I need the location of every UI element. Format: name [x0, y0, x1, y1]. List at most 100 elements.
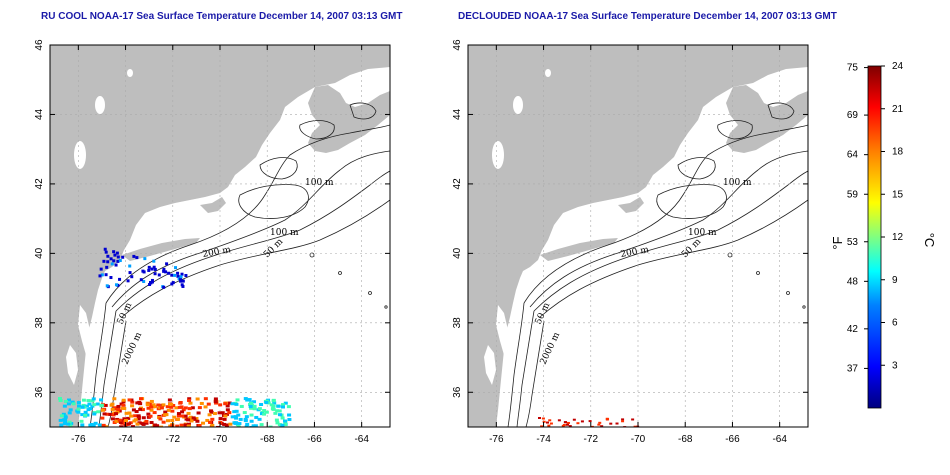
sst-pixel: [139, 278, 143, 282]
sst-pixel: [176, 412, 181, 416]
sst-pixel: [280, 423, 285, 427]
sst-pixel: [99, 404, 104, 408]
sst-pixel: [109, 276, 113, 280]
sst-pixel: [130, 404, 135, 408]
sst-pixel: [188, 401, 193, 405]
lon-tick-label: -70: [631, 434, 646, 445]
sst-pixel: [146, 412, 151, 416]
sst-pixel: [149, 408, 154, 412]
sst-pixel: [118, 259, 122, 263]
sst-pixel: [174, 266, 178, 270]
sst-pixel: [242, 411, 247, 415]
sst-pixel: [187, 407, 192, 411]
sst-pixel: [237, 422, 242, 426]
lat-tick-label: 40: [34, 247, 45, 259]
sst-pixel: [540, 425, 544, 427]
lon-tick-label: -74: [536, 434, 551, 445]
lon-tick-label: -66: [307, 434, 322, 445]
sst-pixel: [271, 399, 276, 403]
sst-pixel: [252, 407, 257, 411]
sst-pixel: [92, 412, 97, 416]
sst-pixel: [280, 416, 285, 420]
sst-pixel: [83, 410, 88, 414]
sst-pixel: [609, 422, 613, 425]
sst-pixel: [81, 398, 86, 402]
sst-pixel: [105, 284, 109, 288]
celsius-tick-label: 21: [892, 104, 904, 115]
sst-pixel: [121, 400, 126, 404]
sst-pixel: [210, 423, 215, 427]
sst-pixel: [277, 413, 282, 417]
fahrenheit-unit-label: °F: [830, 236, 845, 249]
sst-pixel: [100, 273, 104, 277]
sst-pixel: [178, 277, 182, 281]
sst-pixel: [132, 254, 136, 258]
sst-pixel: [165, 419, 170, 423]
lat-tick-label: 42: [452, 178, 463, 190]
sst-pixel: [113, 253, 117, 257]
sst-pixel: [615, 422, 619, 425]
sst-pixel: [68, 424, 73, 427]
sst-pixel: [63, 420, 68, 424]
celsius-tick-label: 24: [892, 61, 904, 72]
sst-pixel: [252, 404, 257, 408]
sst-pixel: [147, 265, 151, 269]
sst-pixel: [138, 397, 143, 401]
lon-tick-label: -76: [489, 434, 504, 445]
sst-pixel: [254, 415, 259, 419]
sst-pixel: [249, 419, 254, 423]
sst-pixel: [152, 411, 157, 415]
sst-pixel: [159, 406, 164, 410]
sst-pixel: [135, 401, 140, 405]
sst-pixel: [86, 399, 91, 403]
sst-pixel: [264, 410, 269, 414]
sst-pixel: [115, 417, 120, 421]
sst-pixel: [130, 425, 135, 427]
sst-pixel: [230, 415, 235, 419]
sst-pixel: [633, 425, 637, 427]
sst-pixel: [123, 418, 128, 422]
sst-pixel: [153, 267, 157, 271]
sst-pixel: [181, 279, 185, 283]
sst-pixel: [178, 401, 183, 405]
sst-pixel: [102, 259, 106, 263]
sst-pixel: [168, 424, 173, 427]
sst-pixel: [257, 407, 262, 411]
sst-pixel: [149, 399, 154, 403]
lon-tick-label: -70: [213, 434, 228, 445]
sst-pixel: [80, 405, 85, 409]
sst-pixel: [92, 403, 97, 407]
sst-pixel: [128, 271, 132, 275]
sst-pixel: [163, 410, 168, 414]
sst-pixel: [99, 267, 103, 271]
sst-pixel: [153, 405, 158, 409]
lat-tick-label: 46: [452, 39, 463, 51]
sst-pixel: [228, 422, 233, 426]
sst-pixel: [247, 398, 252, 402]
sst-pixel: [109, 257, 113, 261]
sst-pixel: [115, 251, 119, 255]
sst-pixel: [156, 403, 161, 407]
sst-pixel: [149, 420, 154, 424]
sst-pixel: [110, 407, 115, 411]
sst-pixel: [114, 263, 118, 267]
sst-pixel: [110, 262, 114, 266]
celsius-tick-label: 6: [892, 318, 898, 329]
sst-pixel: [280, 405, 285, 409]
sst-pixel: [151, 403, 156, 407]
sst-pixel: [157, 273, 161, 277]
sst-pixel: [180, 272, 184, 276]
sst-pixel: [138, 407, 143, 411]
sst-pixel: [111, 413, 116, 417]
celsius-tick-label: 18: [892, 147, 904, 158]
sst-pixel: [70, 400, 75, 404]
sst-pixel: [134, 409, 139, 413]
sst-pixel: [104, 273, 108, 277]
sst-pixel: [130, 275, 134, 279]
sst-pixel: [66, 402, 71, 406]
sst-pixel: [239, 404, 244, 408]
sst-pixel: [545, 421, 549, 424]
sst-pixel: [79, 419, 84, 423]
sst-pixel: [162, 285, 166, 289]
